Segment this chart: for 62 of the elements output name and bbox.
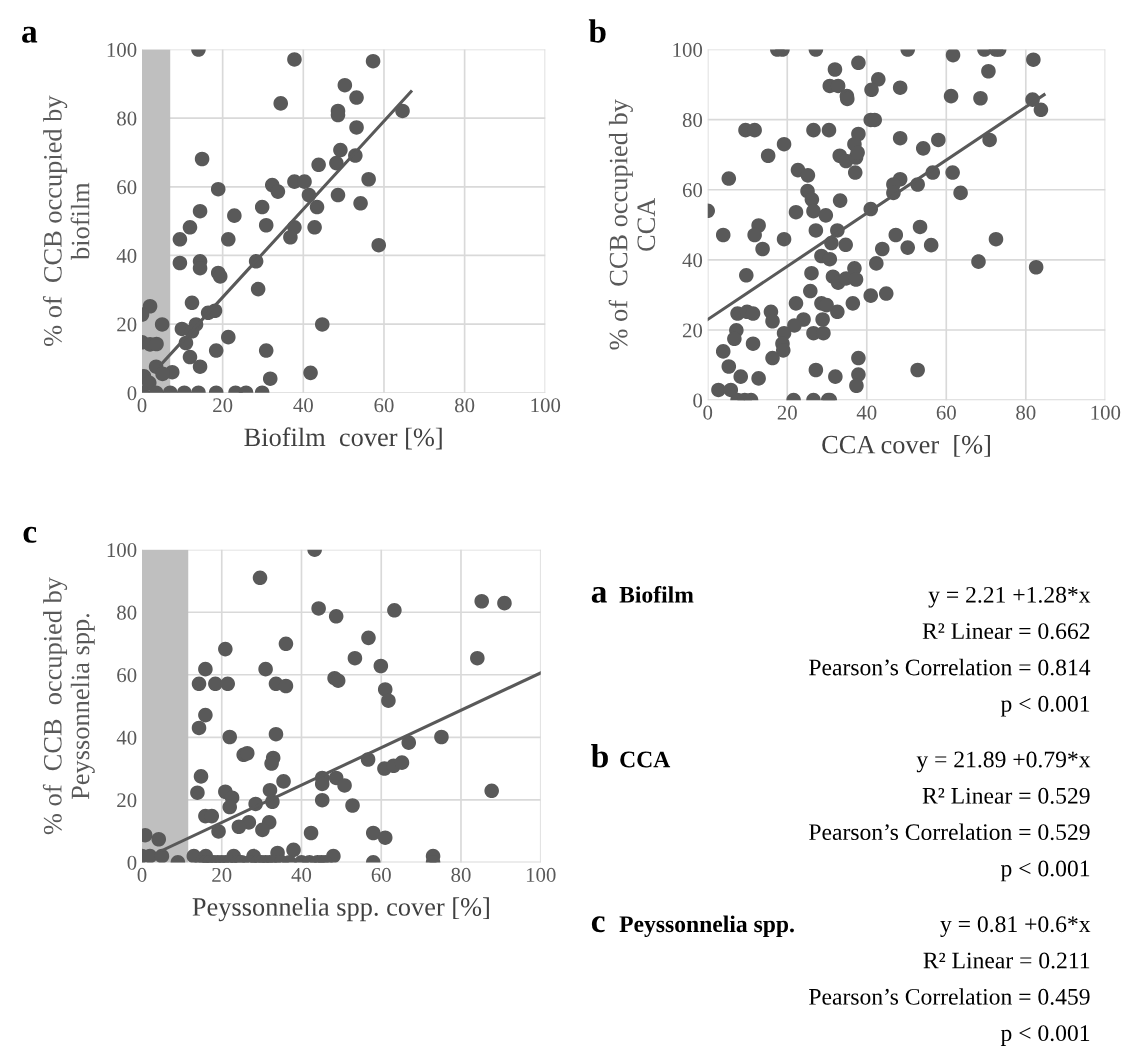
x-tick-label: 100 [526,867,556,882]
x-axis-title: CCA cover [%] [822,435,990,457]
text: y = 2.21 +1.28*x [928,586,1091,608]
text: Pearson’s Correlation = 0.814 [809,658,1091,676]
x-tick-label: 60 [371,867,391,882]
text: Biofilm [619,585,694,603]
x-tick-label: 20 [777,405,797,420]
x-tick-label: 40 [856,405,877,420]
text: R² Linear = 0.662 [922,623,1090,640]
text: p < 0.001 [1000,1025,1090,1046]
x-tick-label: 20 [213,398,233,413]
text: p < 0.001 [1000,860,1090,882]
text: Pearson’s Correlation = 0.459 [809,988,1090,1005]
y-axis-title: % of CCB occupied by biofilm [42,95,90,346]
y-tick-label: 80 [682,112,703,128]
text: CCA [620,751,671,768]
text: R² Linear = 0.211 [923,952,1090,969]
text: c [591,916,605,933]
y-axis-title: % of CCB occupied by CCA [608,99,656,350]
y-tick-label: 0 [127,855,137,870]
x-axis-title: Peyssonnelia spp. cover [%] [192,897,489,922]
y-tick-label: 60 [682,183,703,198]
y-tick-label: 40 [116,248,137,263]
y-tick-label: 80 [117,605,137,620]
y-tick-label: 100 [107,42,137,57]
text: Pearson’s Correlation = 0.529 [809,823,1090,841]
x-tick-label: 40 [293,398,313,413]
y-tick-label: 60 [117,668,137,683]
y-axis-title: % of CCB occupied by Peyssonnelia spp. [42,577,95,835]
text: y = 21.89 +0.79*x [916,751,1091,773]
y-tick-label: 80 [117,111,137,126]
text: b [591,744,608,768]
x-tick-label: 0 [137,867,147,882]
y-tick-label: 20 [682,323,703,338]
text: a [591,586,607,603]
x-axis-title: Biofilm cover [%] [244,427,442,450]
chart-title: a [22,26,38,43]
x-tick-label: 100 [1091,405,1121,420]
x-tick-label: 0 [137,398,147,413]
x-tick-label: 60 [936,405,956,420]
x-tick-label: 80 [455,398,475,413]
text: R² Linear = 0.529 [922,787,1090,804]
x-tick-label: 0 [703,405,713,420]
x-tick-label: 60 [374,398,394,413]
y-tick-label: 60 [117,180,137,195]
x-tick-label: 100 [531,398,561,413]
y-tick-label: 40 [116,730,137,745]
x-tick-label: 80 [1016,405,1036,420]
y-tick-label: 20 [117,793,137,808]
chart-title: b [588,19,606,43]
y-tick-label: 0 [127,386,137,401]
chart-title: c [23,526,37,543]
x-tick-label: 40 [291,867,312,882]
y-tick-label: 100 [107,543,137,558]
text: y = 0.81 +0.6*x [940,916,1091,937]
text: p < 0.001 [1000,695,1090,717]
y-tick-label: 20 [117,317,137,332]
text: Peyssonnelia spp. [619,915,794,937]
x-tick-label: 80 [451,867,471,882]
y-tick-label: 100 [673,42,703,57]
x-tick-label: 20 [212,867,232,882]
y-tick-label: 40 [682,253,703,268]
